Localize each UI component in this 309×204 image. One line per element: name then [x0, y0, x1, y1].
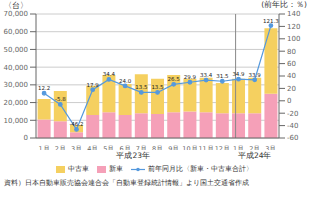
html-text:資料）日本自動車販売協会連合会「自動車登録統計情報」より国土: 資料）日本自動車販売協会連合会「自動車登録統計情報」より国土交通省作成	[4, 179, 249, 187]
svg-text:0: 0	[287, 97, 291, 105]
svg-text:34.4: 34.4	[103, 71, 116, 77]
svg-text:13.5: 13.5	[135, 84, 148, 90]
html-text:新車: 新車	[109, 165, 123, 173]
svg-text:2月: 2月	[249, 145, 260, 150]
svg-text:12月: 12月	[215, 145, 230, 150]
svg-text:40: 40	[287, 72, 296, 80]
svg-text:34.9: 34.9	[232, 71, 245, 77]
svg-text:10,000: 10,000	[8, 117, 28, 125]
svg-text:60: 60	[287, 60, 296, 68]
svg-text:3月: 3月	[265, 145, 276, 150]
svg-text:100: 100	[287, 35, 300, 43]
svg-text:70,000: 70,000	[8, 10, 28, 18]
svg-text:120: 120	[287, 23, 300, 31]
svg-text:17.9: 17.9	[87, 82, 100, 88]
svg-text:0: 0	[24, 134, 28, 142]
svg-text:60,000: 60,000	[8, 28, 28, 36]
svg-text:50,000: 50,000	[8, 46, 28, 54]
html-text:中古車: 中古車	[68, 165, 89, 173]
svg-text:12.2: 12.2	[38, 85, 50, 91]
svg-text:24.0: 24.0	[119, 78, 132, 84]
html-text:平成23年: 平成23年	[116, 151, 150, 160]
svg-text:31.5: 31.5	[216, 73, 229, 79]
svg-text:6月: 6月	[120, 145, 131, 150]
svg-text:40,000: 40,000	[8, 64, 28, 72]
svg-text:33.9: 33.9	[249, 72, 262, 78]
svg-text:1月: 1月	[233, 145, 244, 150]
svg-text:9月: 9月	[168, 145, 179, 150]
svg-text:5月: 5月	[103, 145, 114, 150]
svg-text:3月: 3月	[71, 145, 82, 150]
svg-text:20: 20	[287, 85, 296, 93]
svg-text:2月: 2月	[55, 145, 66, 150]
svg-text:20,000: 20,000	[8, 99, 28, 107]
html-text:前年同月比〈新車・中古車合計〉: 前年同月比〈新車・中古車合計〉	[148, 165, 253, 173]
svg-text:11月: 11月	[198, 145, 213, 150]
svg-text:4月: 4月	[87, 145, 98, 150]
svg-text:80: 80	[287, 48, 296, 56]
html-text:〈台〉: 〈台〉	[4, 1, 28, 10]
svg-text:30,000: 30,000	[8, 81, 28, 89]
svg-text:140: 140	[287, 10, 300, 18]
svg-text:-40: -40	[287, 122, 298, 130]
svg-text:10月: 10月	[182, 145, 197, 150]
svg-text:7月: 7月	[136, 145, 147, 150]
svg-text:-5.8: -5.8	[55, 96, 66, 102]
svg-text:1月: 1月	[39, 145, 50, 150]
svg-text:-60: -60	[287, 134, 298, 142]
svg-text:33.4: 33.4	[200, 72, 213, 78]
svg-text:29.9: 29.9	[184, 74, 197, 80]
html-text:(前年比：％): (前年比：％)	[261, 0, 307, 9]
html-text:平成24年: 平成24年	[237, 151, 272, 160]
svg-text:-46.2: -46.2	[69, 121, 83, 127]
svg-text:-20: -20	[287, 110, 298, 118]
svg-text:8月: 8月	[152, 145, 163, 150]
svg-text:121.3: 121.3	[263, 18, 279, 24]
svg-text:26.5: 26.5	[168, 76, 181, 82]
svg-text:13.5: 13.5	[151, 84, 164, 90]
